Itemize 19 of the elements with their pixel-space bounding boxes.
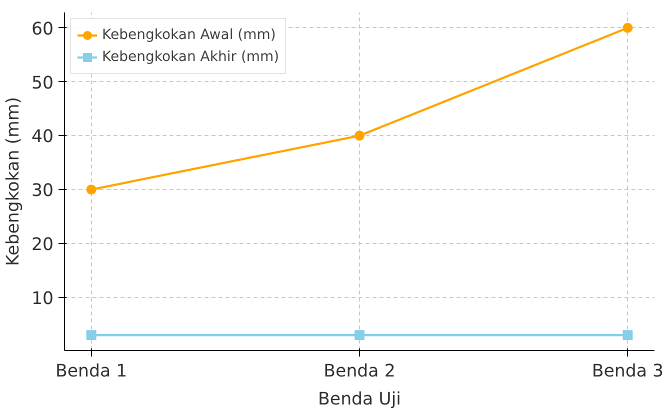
point bbox=[86, 330, 96, 340]
y-tick-label: 20 bbox=[31, 234, 54, 255]
x-tick-label: Benda 2 bbox=[324, 362, 396, 382]
y-tick-label: 10 bbox=[31, 288, 54, 309]
y-tick-label: 60 bbox=[31, 19, 54, 40]
y-tick-label: 40 bbox=[31, 127, 54, 148]
x-tick-label: Benda 3 bbox=[592, 362, 664, 382]
y-tick-label: 50 bbox=[31, 73, 54, 94]
x-axis-title: Benda Uji bbox=[318, 390, 401, 410]
point bbox=[622, 22, 633, 33]
point bbox=[354, 130, 364, 141]
legend-label: Kebengkokan Akhir (mm) bbox=[102, 49, 280, 65]
y-axis-title: Kebengkokan (mm) bbox=[3, 97, 24, 266]
point bbox=[622, 330, 633, 340]
x-tick-label: Benda 1 bbox=[55, 362, 128, 382]
legend-label: Kebengkokan Awal (mm) bbox=[102, 27, 276, 43]
point bbox=[86, 184, 96, 195]
point bbox=[354, 330, 364, 340]
y-tick-label: 30 bbox=[31, 181, 54, 202]
